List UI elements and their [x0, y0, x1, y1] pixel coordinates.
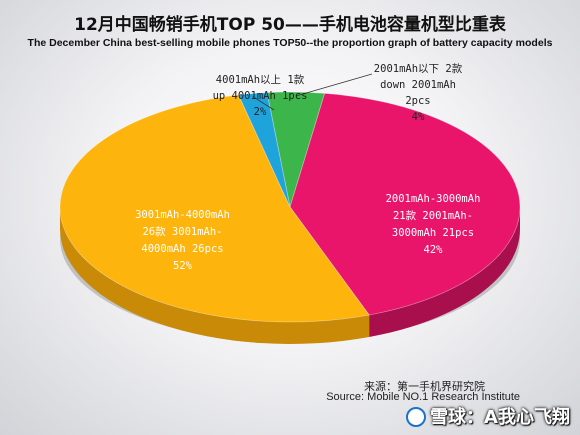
leader-up4001: [252, 96, 275, 111]
chart-subtitle: The December China best-selling mobile p…: [27, 37, 553, 49]
pie-side-r3001to4000: [60, 207, 370, 345]
slice-label-3001to4000: 3001mAh-4000mAh 26款 3001mAh- 4000mAh 26p…: [135, 209, 230, 272]
slice-label-up4001: 4001mAh以上 1款 up 4001mAh 1pcs 2%: [212, 74, 308, 118]
pie-slice-down2001: [266, 91, 326, 208]
pie-slice-r3001to4000: [59, 94, 370, 323]
snowball-logo-icon: [406, 407, 427, 427]
watermark: 雪球：A我心飞翔: [406, 403, 570, 429]
source-zh: 来源：第一手机界研究院: [364, 381, 485, 393]
pie-side-r2001to3000: [369, 207, 520, 337]
slice-label-down2001: 2001mAh以下 2款 down 2001mAh 2pcs 4%: [373, 63, 463, 123]
chart-title: 12月中国畅销手机TOP 50——手机电池容量机型比重表: [74, 15, 506, 35]
slice-label-2001to3000: 2001mAh-3000mAh 21款 2001mAh- 3000mAh 21p…: [385, 193, 481, 256]
pie-slice-r2001to3000: [289, 92, 521, 316]
source-en: Source: Mobile NO.1 Research Institute: [326, 391, 520, 403]
leader-down2001: [295, 73, 373, 97]
pie-slice-up4001: [237, 92, 291, 208]
